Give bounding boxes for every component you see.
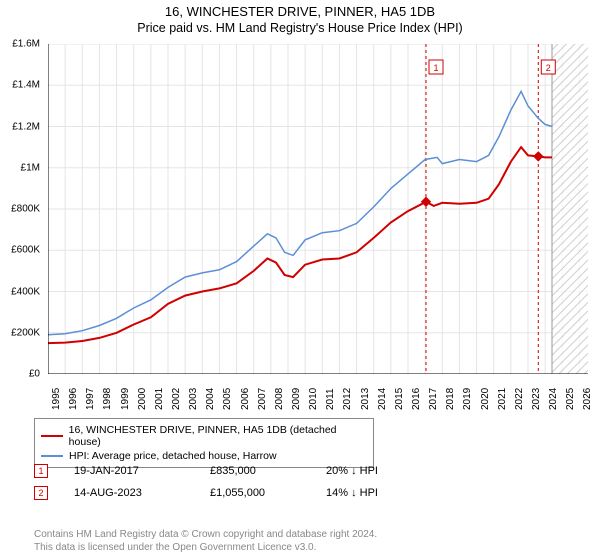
y-axis-labels: £0£200K£400K£600K£800K£1M£1.2M£1.4M£1.6M xyxy=(0,44,44,374)
title-line-2: Price paid vs. HM Land Registry's House … xyxy=(0,19,600,35)
x-tick-label: 2009 xyxy=(291,388,302,410)
sale-row: 2 14-AUG-2023 £1,055,000 14% ↓ HPI xyxy=(34,482,416,504)
y-tick-label: £600K xyxy=(11,245,40,256)
x-tick-label: 2014 xyxy=(377,388,388,410)
sale-delta: 20% ↓ HPI xyxy=(326,465,416,477)
sale-price: £835,000 xyxy=(210,465,300,477)
sales-table: 1 19-JAN-2017 £835,000 20% ↓ HPI 2 14-AUG-202… xyxy=(34,460,416,504)
svg-text:1: 1 xyxy=(433,63,438,73)
legend-row: 16, WINCHESTER DRIVE, PINNER, HA5 1DB (d… xyxy=(41,423,367,449)
x-tick-label: 2026 xyxy=(582,388,593,410)
attribution-line-2: This data is licensed under the Open Gov… xyxy=(34,541,377,554)
x-tick-label: 2001 xyxy=(154,388,165,410)
x-tick-label: 2025 xyxy=(565,388,576,410)
sale-price: £1,055,000 xyxy=(210,487,300,499)
legend-swatch xyxy=(41,455,63,457)
x-tick-label: 2013 xyxy=(360,388,371,410)
x-tick-label: 2002 xyxy=(171,388,182,410)
x-tick-label: 2008 xyxy=(274,388,285,410)
x-tick-label: 2011 xyxy=(325,388,336,410)
x-tick-label: 2003 xyxy=(188,388,199,410)
sale-marker-icon: 1 xyxy=(34,464,48,478)
x-tick-label: 2000 xyxy=(137,388,148,410)
attribution-text: Contains HM Land Registry data © Crown c… xyxy=(34,528,377,554)
x-tick-label: 2024 xyxy=(548,388,559,410)
sale-delta: 14% ↓ HPI xyxy=(326,487,416,499)
x-tick-label: 2022 xyxy=(514,388,525,410)
chart-container: 16, WINCHESTER DRIVE, PINNER, HA5 1DB Pr… xyxy=(0,0,600,560)
title-line-1: 16, WINCHESTER DRIVE, PINNER, HA5 1DB xyxy=(0,4,600,19)
y-tick-label: £0 xyxy=(29,369,40,380)
x-tick-label: 1998 xyxy=(102,388,113,410)
x-tick-label: 2016 xyxy=(411,388,422,410)
x-tick-label: 2010 xyxy=(308,388,319,410)
x-tick-label: 2004 xyxy=(205,388,216,410)
sale-marker-icon: 2 xyxy=(34,486,48,500)
x-tick-label: 2012 xyxy=(342,388,353,410)
sale-date: 14-AUG-2023 xyxy=(74,487,184,499)
sale-row: 1 19-JAN-2017 £835,000 20% ↓ HPI xyxy=(34,460,416,482)
svg-text:2: 2 xyxy=(546,63,551,73)
y-tick-label: £400K xyxy=(11,286,40,297)
legend-swatch xyxy=(41,435,63,437)
x-tick-label: 2020 xyxy=(480,388,491,410)
x-tick-label: 1995 xyxy=(51,388,62,410)
title-block: 16, WINCHESTER DRIVE, PINNER, HA5 1DB Pr… xyxy=(0,0,600,35)
y-tick-label: £200K xyxy=(11,327,40,338)
x-tick-label: 2021 xyxy=(497,388,508,410)
y-tick-label: £1M xyxy=(21,162,40,173)
x-axis-labels: 1995 1996 1997 1998 1999 2000 2001 2002 2003 2004… xyxy=(48,378,588,418)
chart-svg: 12 xyxy=(48,44,588,374)
attribution-line-1: Contains HM Land Registry data © Crown c… xyxy=(34,528,377,541)
y-tick-label: £1.2M xyxy=(12,121,40,132)
sale-date: 19-JAN-2017 xyxy=(74,465,184,477)
x-tick-label: 2017 xyxy=(428,388,439,410)
y-tick-label: £1.6M xyxy=(12,39,40,50)
x-tick-label: 2015 xyxy=(394,388,405,410)
x-tick-label: 1997 xyxy=(85,388,96,410)
x-tick-label: 2005 xyxy=(222,388,233,410)
x-tick-label: 2006 xyxy=(240,388,251,410)
x-tick-label: 2023 xyxy=(531,388,542,410)
x-tick-label: 1999 xyxy=(120,388,131,410)
legend-label: 16, WINCHESTER DRIVE, PINNER, HA5 1DB (d… xyxy=(69,424,367,448)
x-tick-label: 2018 xyxy=(445,388,456,410)
chart-plot-area: 12 xyxy=(48,44,588,374)
y-tick-label: £800K xyxy=(11,204,40,215)
x-tick-label: 1996 xyxy=(68,388,79,410)
x-tick-label: 2007 xyxy=(257,388,268,410)
y-tick-label: £1.4M xyxy=(12,80,40,91)
x-tick-label: 2019 xyxy=(462,388,473,410)
